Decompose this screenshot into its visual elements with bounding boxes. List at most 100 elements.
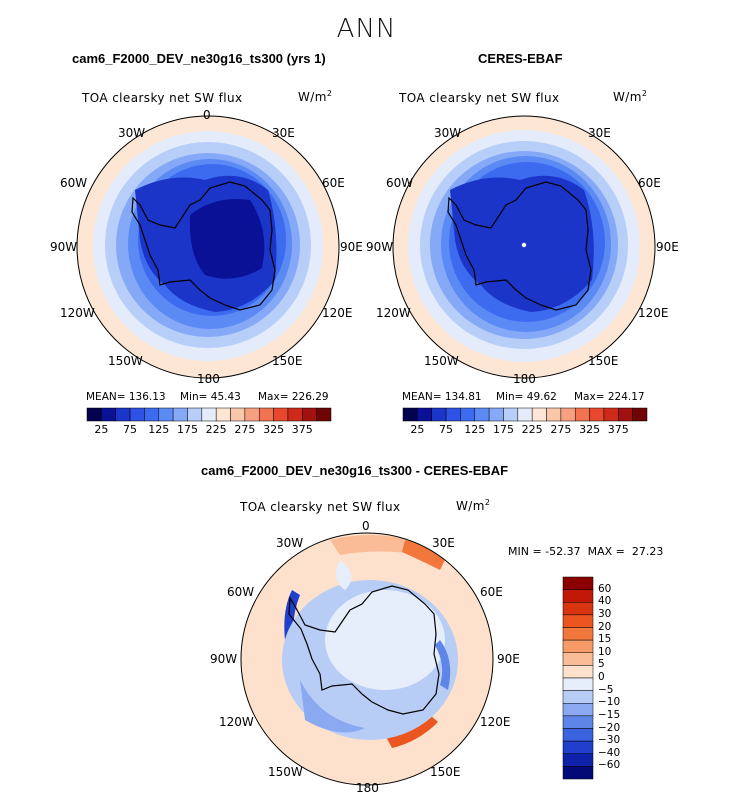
colorbar-swatch: [158, 407, 174, 422]
colorbar-swatch: [562, 740, 594, 754]
lon-label: 90E: [340, 240, 363, 254]
colorbar-swatch: [460, 407, 476, 422]
map-frame-obs: [392, 115, 656, 379]
panel-title-obs: CERES-EBAF: [478, 51, 563, 66]
lon-label: 30W: [434, 126, 462, 140]
colorbar-swatch: [172, 407, 188, 422]
colorbar-tick-label: −15: [598, 708, 621, 721]
colorbar-tick-label: 175: [176, 423, 198, 436]
variable-label-obs: TOA clearsky net SW flux: [399, 91, 560, 105]
lon-label: 30W: [118, 126, 146, 140]
lon-label: 180: [197, 372, 220, 386]
colorbar-swatch: [431, 407, 447, 422]
lon-label: 150W: [268, 765, 303, 779]
colorbar-swatch: [230, 407, 246, 422]
colorbar-swatch: [201, 407, 217, 422]
map-diff: [241, 533, 493, 785]
lon-label: 30W: [276, 536, 304, 550]
colorbar-swatch: [517, 407, 533, 422]
colorbar-tick-label: 0: [598, 671, 605, 683]
colorbar-tick-label: −10: [598, 696, 621, 709]
lon-label: 60E: [480, 585, 503, 599]
colorbar-tick-label: −5: [598, 683, 614, 696]
colorbar-swatch: [562, 639, 594, 653]
colorbar-tick-label: 25: [410, 423, 425, 436]
colorbar-swatch: [488, 407, 504, 422]
lon-label: 0: [362, 519, 370, 533]
colorbar-tick-label: 125: [464, 423, 486, 436]
colorbar-swatch: [632, 407, 648, 422]
colorbar-swatch: [562, 703, 594, 717]
lon-label: 150E: [272, 354, 303, 368]
map-frame-model: [76, 115, 340, 379]
lon-label: 90E: [656, 240, 679, 254]
colorbar-tick-label: 125: [148, 423, 170, 436]
lon-label: 60E: [638, 176, 661, 190]
stats-mean-obs: MEAN= 134.81: [402, 391, 482, 403]
stats-max-obs: Max= 224.17: [574, 391, 645, 403]
colorbar-swatch: [86, 407, 102, 422]
colorbar-swatch: [187, 407, 203, 422]
stats-min-model: Min= 45.43: [180, 391, 241, 403]
colorbar-tick-label: 25: [94, 423, 109, 436]
colorbar-swatch: [101, 407, 116, 422]
colorbar-tick-label: 75: [439, 423, 454, 436]
lon-label: 90E: [497, 652, 520, 666]
stats-min-obs: Min= 49.62: [496, 391, 557, 403]
colorbar-swatch: [402, 407, 418, 422]
colorbar-swatch: [316, 407, 332, 422]
colorbar-tick-label: 175: [492, 423, 514, 436]
lon-label: 150E: [430, 765, 461, 779]
coastline-obs: [447, 181, 592, 311]
lon-label: 60W: [386, 176, 414, 190]
colorbar-swatch: [302, 407, 317, 422]
colorbar-swatch: [574, 407, 590, 422]
stats-max-model: Max= 226.29: [258, 391, 329, 403]
lon-label: 120W: [376, 306, 411, 320]
colorbar-swatch: [531, 407, 547, 422]
colorbar-swatch: [445, 407, 461, 422]
lon-label: 60E: [322, 176, 345, 190]
colorbar-swatch: [258, 407, 274, 422]
lon-label: 120E: [322, 306, 353, 320]
lon-label: 120W: [60, 306, 95, 320]
lon-label: 120E: [480, 715, 511, 729]
colorbar-tick-label: 10: [598, 645, 612, 658]
colorbar-swatch: [115, 407, 131, 422]
lon-label: 30E: [432, 536, 455, 550]
lon-label: 180: [513, 372, 536, 386]
colorbar-tick-label: 275: [234, 423, 256, 436]
colorbar-swatch: [562, 614, 594, 628]
colorbar-diff: [562, 576, 594, 780]
colorbar-swatch: [562, 677, 594, 691]
variable-label-model: TOA clearsky net SW flux: [82, 91, 243, 105]
colorbar-swatch: [417, 407, 432, 422]
colorbar-tick-label: 60: [598, 582, 612, 595]
colorbar-tick-label: 75: [123, 423, 138, 436]
season-title: ANN: [336, 14, 397, 44]
colorbar-swatch: [618, 407, 633, 422]
colorbar-swatch: [589, 407, 605, 422]
colorbar-swatch: [503, 407, 519, 422]
colorbar-tick-label: 5: [598, 658, 605, 671]
colorbar-tick-label: 275: [550, 423, 572, 436]
colorbar-swatch: [562, 728, 594, 742]
lon-label: 120E: [638, 306, 669, 320]
lon-label: 120W: [219, 715, 254, 729]
panel-title-diff: cam6_F2000_DEV_ne30g16_ts300 - CERES-EBA…: [201, 463, 509, 478]
colorbar-swatch: [562, 652, 594, 666]
coastline-diff: [288, 585, 440, 715]
colorbar-tick-label: 20: [598, 620, 612, 633]
map-model: [77, 116, 339, 378]
map-obs: [393, 116, 655, 378]
lon-label: 30E: [272, 126, 295, 140]
colorbar-swatch: [560, 407, 576, 422]
colorbar-swatch: [144, 407, 160, 422]
lon-label: 90W: [366, 240, 394, 254]
colorbar-tick-label: −20: [598, 721, 621, 734]
colorbar-tick-label: 375: [291, 423, 313, 436]
colorbar-swatch: [244, 407, 260, 422]
lon-label: 30E: [588, 126, 611, 140]
colorbar-swatch: [562, 753, 594, 767]
